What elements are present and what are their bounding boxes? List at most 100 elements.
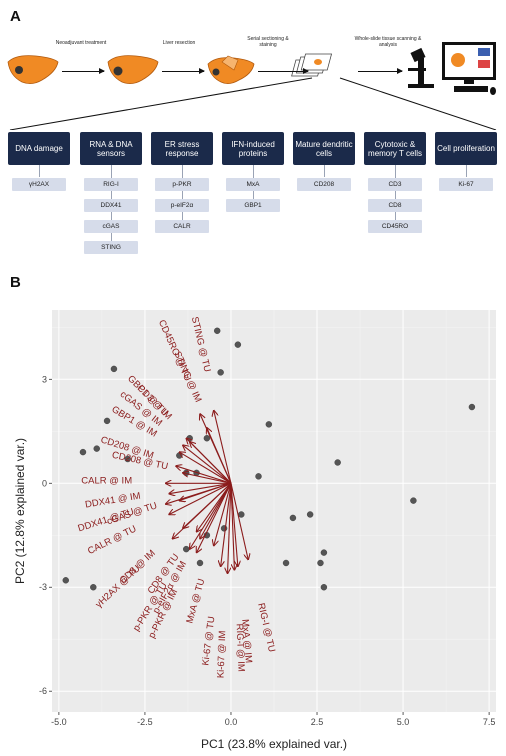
marker-cd208: CD208: [297, 178, 351, 191]
loading-arrow: [230, 483, 248, 559]
loading-arrow: [172, 482, 232, 538]
stem: [182, 165, 183, 225]
category-dendritic: Mature dendritic cells: [293, 132, 355, 165]
marker-calr: CALR: [155, 220, 209, 233]
data-point: [62, 577, 69, 584]
x-tick-label: 7.5: [483, 717, 496, 727]
step-neoadjuvant-label: Neoadjuvant treatment: [55, 40, 107, 46]
y-axis-label: PC2 (12.8% explained var.): [13, 438, 27, 584]
marker-cd3: CD3: [368, 178, 422, 191]
loading-arrow: [207, 428, 232, 484]
loading-label: CALR @ IM: [81, 475, 132, 486]
data-point: [410, 497, 417, 504]
loading-arrow: [197, 483, 232, 552]
loading-arrow: [230, 483, 238, 566]
liver-icon-2: [107, 55, 159, 84]
data-point: [124, 455, 131, 463]
data-point: [203, 435, 211, 442]
liver-icon-1: [7, 55, 59, 84]
loading-arrow: [169, 482, 232, 493]
data-point: [317, 559, 324, 567]
y-tick-label: -6: [39, 686, 47, 696]
loading-arrow: [197, 482, 232, 532]
category-proliferation: Cell proliferation: [435, 132, 497, 165]
data-point: [234, 341, 242, 348]
flow-arrow-3: [258, 68, 309, 74]
stem: [466, 165, 467, 177]
marker-cgas: cGAS: [84, 220, 138, 233]
data-point: [217, 369, 224, 376]
data-point: [79, 448, 87, 456]
marker-p-pkr: p-PKR: [155, 178, 209, 191]
step-scanning-label: Whole-slide tissue scanning & analysis: [354, 36, 422, 48]
marker-gh2ax: γH2AX: [12, 178, 66, 191]
data-point: [103, 417, 111, 425]
x-tick-label: 5.0: [397, 717, 410, 727]
loading-arrow: [190, 442, 232, 484]
loading-arrow: [169, 482, 232, 514]
computer-icon: [442, 42, 496, 95]
data-point: [196, 559, 204, 567]
loading-arrow: [179, 452, 232, 484]
marker-cd8: CD8: [368, 199, 422, 212]
loading-arrow: [221, 483, 232, 566]
data-point: [110, 365, 118, 373]
panel-b-label: B: [10, 274, 21, 291]
y-tick-label: 3: [42, 374, 47, 384]
loading-arrow: [166, 482, 232, 504]
data-point: [238, 511, 245, 518]
x-axis-label: PC1 (23.8% explained var.): [201, 737, 347, 751]
data-point: [282, 559, 290, 567]
marker-p-eif2a: p-eIF2α: [155, 199, 209, 212]
marker-mxa: MxA: [226, 178, 280, 191]
data-point: [93, 445, 100, 452]
y-tick-label: 0: [42, 478, 47, 488]
flow-arrow-1: [62, 68, 105, 74]
flow-arrow-4: [358, 68, 403, 74]
marker-gbp1: GBP1: [226, 199, 280, 212]
stem: [395, 165, 396, 225]
loading-arrow: [230, 483, 234, 570]
loading-label: MxA @ IM: [239, 619, 254, 664]
category-er-stress: ER stress response: [151, 132, 213, 165]
loading-arrow: [214, 483, 232, 545]
x-tick-label: -2.5: [137, 717, 153, 727]
data-point: [334, 459, 341, 466]
marker-rig-i: RIG-I: [84, 178, 138, 191]
marker-cd45ro: CD45RO: [368, 220, 422, 233]
step-sectioning-label: Serial sectioning & staining: [247, 36, 289, 48]
panel-a-label: A: [10, 8, 21, 25]
flow-arrow-2: [162, 68, 205, 74]
loading-arrow: [190, 482, 232, 549]
data-point: [320, 584, 328, 591]
data-point: [214, 327, 221, 334]
loading-label: Ki-67 @ IM: [216, 630, 229, 678]
loading-arrow: [183, 445, 232, 484]
loading-arrow: [214, 411, 232, 484]
data-point: [320, 549, 328, 556]
marker-sting: STING: [84, 241, 138, 254]
data-point: [306, 511, 314, 518]
category-sensors: RNA & DNA sensors: [80, 132, 142, 165]
loading-arrow: [228, 483, 232, 573]
loading-label: RIG-I @ IM: [234, 624, 247, 673]
category-ifn: IFN-induced proteins: [222, 132, 284, 165]
data-point: [90, 584, 97, 591]
data-point: [265, 421, 273, 428]
data-point: [255, 473, 262, 480]
loading-arrow: [176, 466, 232, 484]
category-t-cells: Cytotoxic & memory T cells: [364, 132, 426, 165]
category-dna-damage: DNA damage: [8, 132, 70, 165]
liver-icon-3: [207, 55, 255, 84]
x-tick-label: 2.5: [311, 717, 324, 727]
stem: [324, 165, 325, 177]
microscope-icon: [408, 47, 434, 88]
y-tick-label: -3: [39, 582, 47, 592]
marker-ki67: Ki-67: [439, 178, 493, 191]
step-resection-label: Liver resection: [162, 40, 196, 46]
stem: [39, 165, 40, 177]
x-tick-label: 0.0: [225, 717, 238, 727]
loading-arrow: [183, 473, 232, 484]
data-point: [183, 545, 190, 553]
